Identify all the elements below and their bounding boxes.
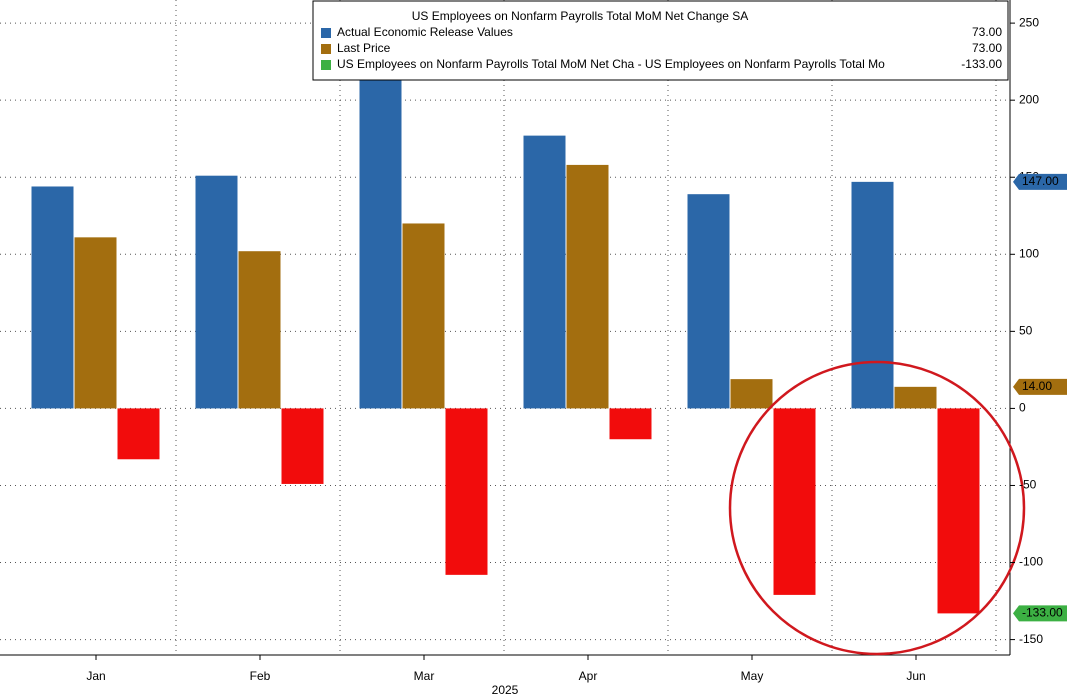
last-value-label: 147.00: [1022, 174, 1059, 188]
bar: [687, 194, 730, 409]
x-axis-label: 2025: [492, 683, 519, 697]
last-value-label: 14.00: [1022, 379, 1052, 393]
bar: [281, 408, 324, 484]
bar: [894, 386, 937, 409]
bar: [566, 164, 609, 409]
bars: [31, 57, 980, 614]
chart-title: US Employees on Nonfarm Payrolls Total M…: [412, 9, 749, 23]
last-value-badge: [1013, 173, 1067, 190]
y-tick-label: 200: [1019, 92, 1039, 106]
y-tick-label: 50: [1019, 324, 1033, 338]
highlight-circle: [728, 360, 1026, 656]
y-tick-label: 100: [1019, 246, 1039, 260]
legend-box: [312, 0, 1009, 81]
bar: [609, 408, 652, 440]
legend-value: 73.00: [972, 25, 1002, 39]
legend-swatch: [321, 28, 331, 38]
bar: [31, 186, 74, 409]
x-tick-label: Jan: [86, 669, 105, 683]
bar: [359, 57, 402, 409]
bar: [74, 237, 117, 409]
y-tick-label: -150: [1019, 632, 1043, 646]
bar: [117, 408, 160, 460]
axis-labels: -150-100-50050100150200250JanFebMarAprMa…: [86, 15, 1067, 683]
y-tick-label: -100: [1019, 555, 1043, 569]
legend-label: Actual Economic Release Values: [337, 25, 513, 39]
bar: [238, 251, 281, 409]
last-value-badge: [1013, 378, 1067, 395]
legend-value: -133.00: [961, 57, 1002, 71]
legend-label: Last Price: [337, 41, 391, 55]
x-tick-label: Mar: [414, 669, 435, 683]
x-tick-label: Feb: [250, 669, 271, 683]
bar: [445, 408, 488, 575]
legend-value: 73.00: [972, 41, 1002, 55]
x-tick-label: Jun: [906, 669, 925, 683]
bar: [773, 408, 816, 595]
y-tick-label: 250: [1019, 15, 1039, 29]
y-tick-label: -50: [1019, 478, 1037, 492]
bar: [195, 175, 238, 409]
last-value-badge: [1013, 605, 1067, 622]
last-value-label: -133.00: [1022, 606, 1063, 620]
legend-label: US Employees on Nonfarm Payrolls Total M…: [337, 57, 885, 71]
bar: [523, 135, 566, 409]
legend-swatch: [321, 60, 331, 70]
legend-swatch: [321, 44, 331, 54]
bar: [851, 181, 894, 409]
y-tick-label: 0: [1019, 401, 1026, 415]
bar: [937, 408, 980, 614]
bar: [402, 223, 445, 409]
bar: [730, 379, 773, 409]
x-tick-label: May: [741, 669, 764, 683]
x-tick-label: Apr: [579, 669, 598, 683]
legend: US Employees on Nonfarm Payrolls Total M…: [312, 0, 1009, 81]
